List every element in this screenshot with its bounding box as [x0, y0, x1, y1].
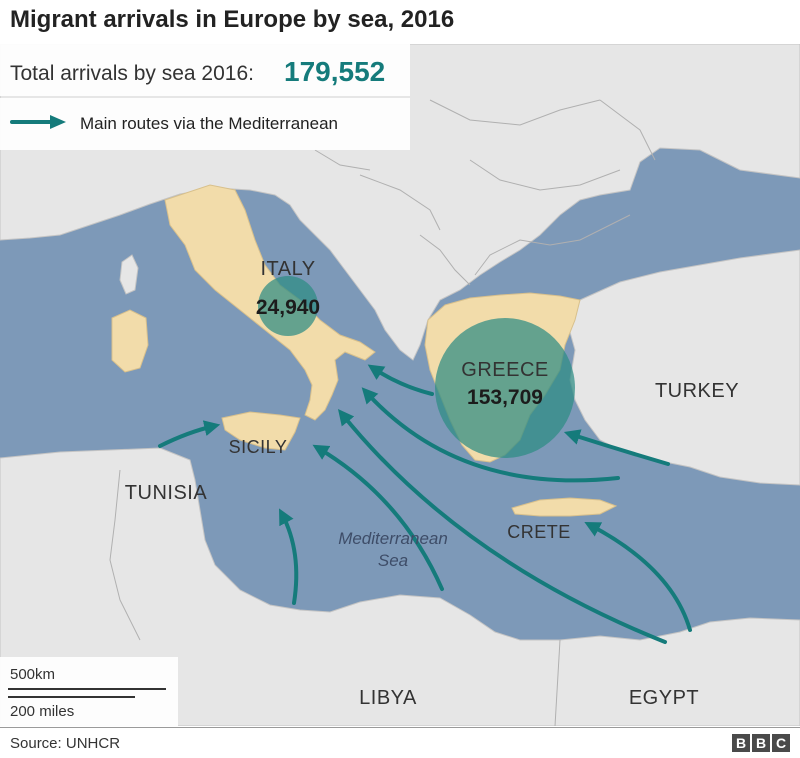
- sicily-landmass: [221, 411, 301, 451]
- label-sea-line1: Mediterranean: [338, 529, 448, 548]
- bbc-logo: B B C: [732, 734, 790, 752]
- italy-arrivals-bubble: [258, 276, 318, 336]
- label-crete: CRETE: [507, 522, 571, 542]
- route-crete-italy: [361, 387, 620, 483]
- crete-landmass: [511, 497, 618, 517]
- total-label: Total arrivals by sea 2016:: [10, 62, 254, 85]
- route-egypt-crete: [584, 522, 692, 632]
- label-greece: GREECE: [461, 359, 548, 381]
- scale-bar-km: [8, 688, 166, 690]
- bbc-logo-block: B: [732, 734, 750, 752]
- north-africa-landmass: [0, 447, 800, 726]
- scale-km-label: 500km: [10, 666, 56, 683]
- greece-arrivals-bubble: [435, 318, 575, 458]
- label-sea-line2: Sea: [378, 551, 408, 570]
- country-borders: [109, 99, 656, 726]
- source-credit: Source: UNHCR: [10, 735, 121, 752]
- total-value: 179,552: [284, 56, 386, 87]
- label-italy: ITALY: [260, 258, 315, 280]
- corsica-landmass: [119, 254, 139, 295]
- scale-panel: [0, 657, 178, 726]
- route-libya-sicily-east: [312, 444, 444, 591]
- route-arrow-icon: [10, 115, 66, 129]
- label-tunisia: TUNISIA: [125, 482, 208, 504]
- legend-label: Main routes via the Mediterranean: [80, 114, 338, 133]
- greece-arrivals-count: 153,709: [467, 386, 543, 409]
- route-libya-sicily-west: [279, 508, 299, 605]
- bbc-logo-block: C: [772, 734, 790, 752]
- map-canvas: ITALY 24,940 GREECE 153,709 TURKEY SICIL…: [0, 44, 800, 726]
- map-area[interactable]: ITALY 24,940 GREECE 153,709 TURKEY SICIL…: [0, 44, 800, 726]
- map-title: Migrant arrivals in Europe by sea, 2016: [10, 6, 455, 33]
- label-libya: LIBYA: [359, 687, 417, 709]
- migration-routes: [158, 364, 692, 644]
- route-turkey-greece: [563, 429, 670, 466]
- legend-panel: [0, 98, 410, 150]
- total-panel: [0, 44, 410, 96]
- footer-divider: [0, 727, 800, 728]
- route-tunisia-sicily: [158, 420, 221, 448]
- label-egypt: EGYPT: [629, 687, 699, 709]
- route-egypt-italy: [337, 409, 667, 644]
- bbc-logo-block: B: [752, 734, 770, 752]
- italy-arrivals-count: 24,940: [256, 296, 320, 319]
- label-turkey: TURKEY: [655, 380, 739, 402]
- scale-miles-label: 200 miles: [10, 703, 75, 720]
- scale-bar-miles: [8, 696, 135, 698]
- sardinia-landmass: [111, 309, 149, 373]
- label-sicily: SICILY: [229, 437, 288, 457]
- route-greece-italy: [367, 364, 434, 396]
